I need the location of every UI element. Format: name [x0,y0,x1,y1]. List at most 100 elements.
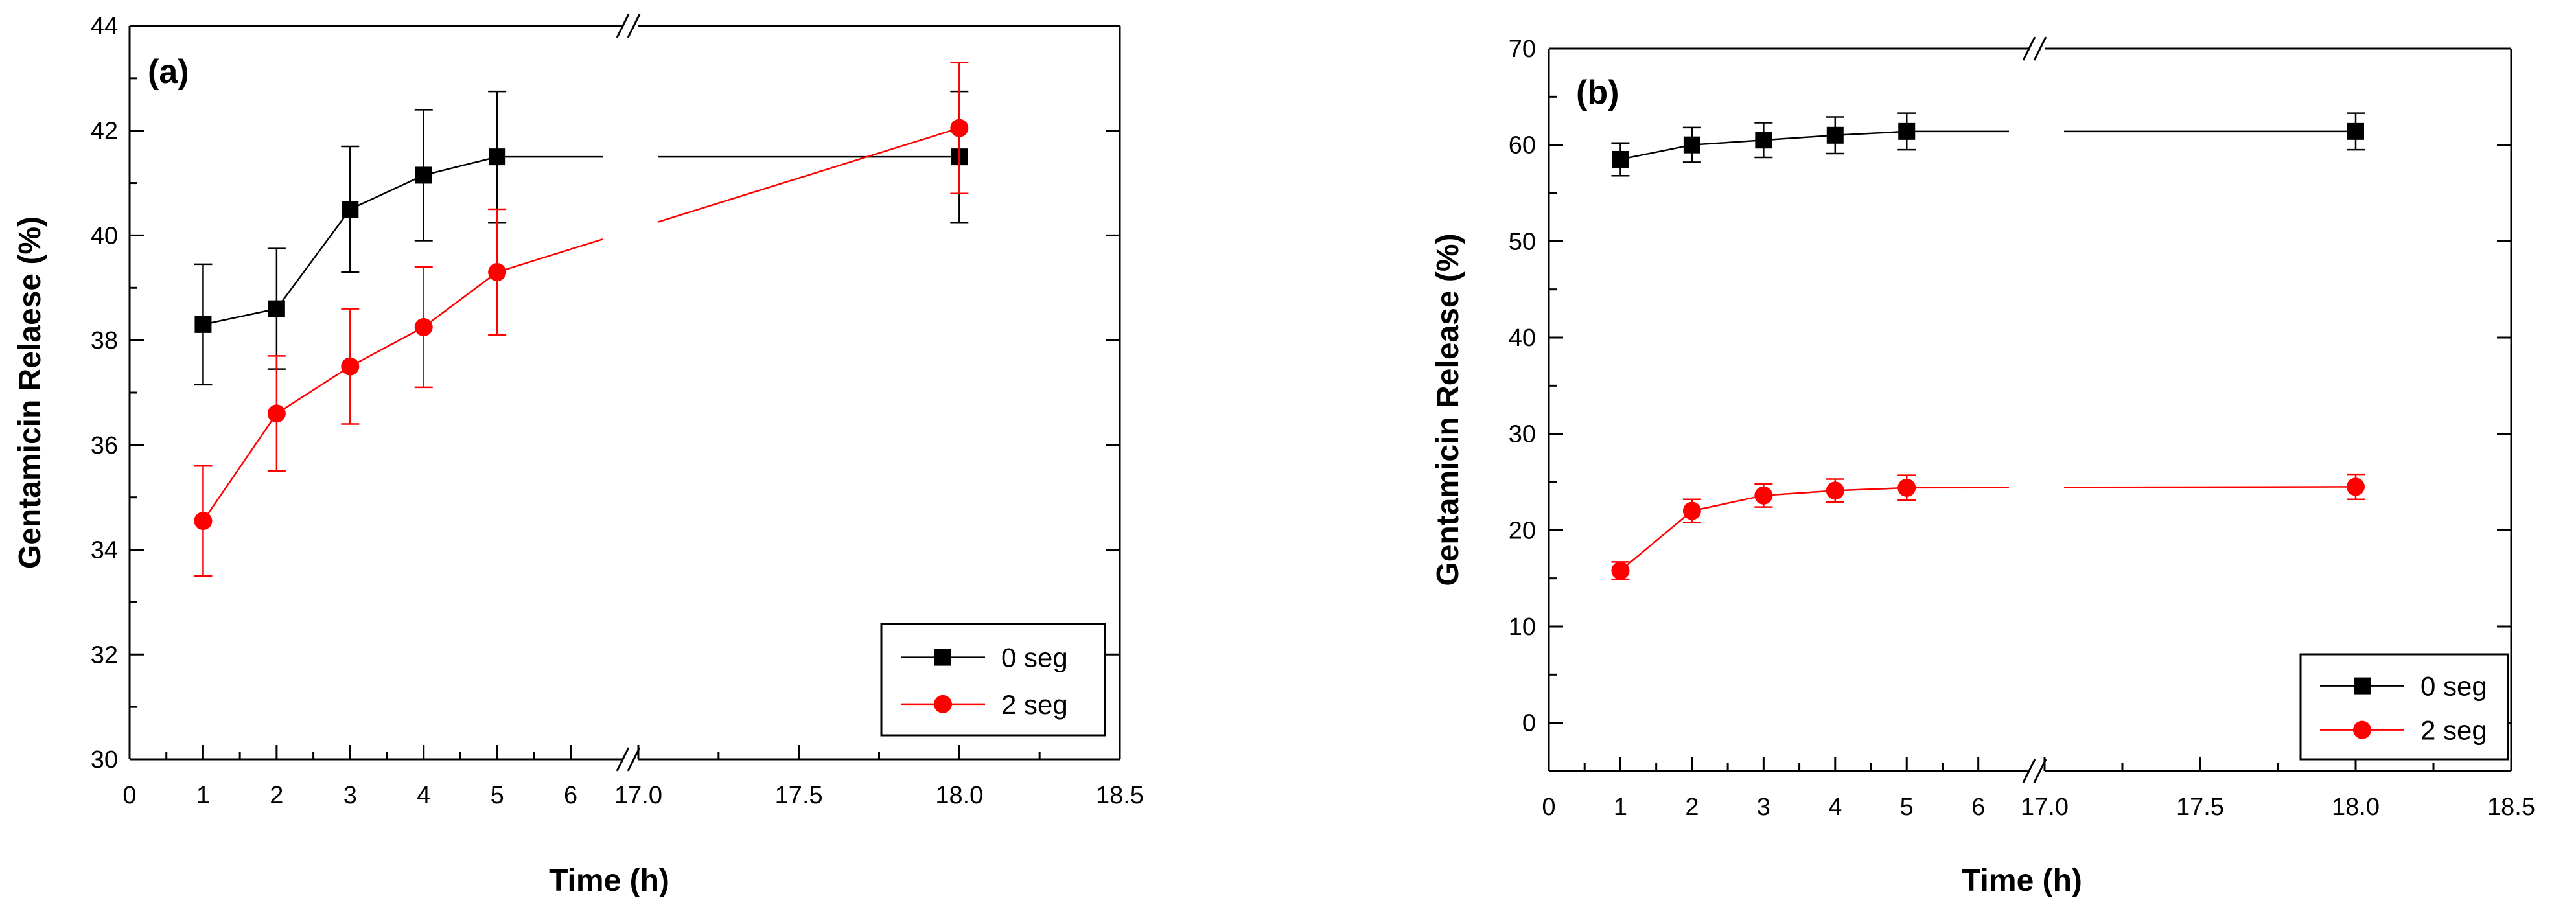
data-point-square [1755,132,1772,149]
y-tick-label: 38 [91,327,118,354]
series-line [1763,134,1835,141]
legend-box [880,623,1106,737]
y-axis-title: Gentamicin Release (%) [1431,233,1465,586]
data-point-square [342,201,359,218]
axis-break-mark [616,747,630,772]
data-point-circle [2347,477,2365,496]
x-tick-label: 17.5 [2176,794,2224,821]
data-point-circle [1897,478,1916,497]
series-line [657,127,960,223]
legend-label: 0 seg [2420,671,2487,702]
y-axis-title: Gentamicin Relaese (%) [13,216,47,569]
x-tick-label: 0 [1542,794,1555,821]
y-tick-label: 40 [1509,325,1536,352]
y-tick-label: 30 [1509,421,1536,448]
x-tick-label: 3 [343,782,357,809]
axis-break-mark [2022,36,2036,61]
legend-label: 0 seg [1001,643,1068,673]
data-point-circle [488,263,507,282]
data-point-square [1683,136,1700,154]
series-line [1835,487,1907,492]
legend-marker-square [934,649,951,666]
legend-marker-circle [934,695,952,713]
x-tick-label: 5 [491,782,504,809]
data-point-square [1898,122,1916,140]
x-tick-label: 2 [1685,794,1699,821]
series-line [349,174,424,211]
series-line [496,238,603,273]
y-tick-label: 32 [91,641,118,669]
x-tick-label: 17.5 [775,782,823,809]
data-point-square [415,166,432,184]
x-tick-label: 0 [122,782,136,809]
data-point-square [268,300,285,317]
x-tick-label: 1 [196,782,210,809]
series-line [1620,144,1693,161]
data-point-circle [267,404,286,423]
legend-label: 2 seg [1001,689,1068,720]
x-axis-title: Time (h) [1962,864,2082,898]
x-tick-label: 17.0 [614,782,662,809]
panel-label: (b) [1576,74,1619,111]
x-tick-label: 1 [1614,794,1627,821]
data-point-circle [1754,486,1773,505]
panel-b: 0 10 20 30 40 50 60 70 0 1 2 3 4 5 6 17.0 17.5 18.0 18.5 Ti… [1431,36,2535,898]
x-tick-label: 6 [564,782,577,809]
y-tick-label: 30 [91,746,118,774]
axis-break-mark [2022,759,2036,783]
x-tick-label: 5 [1900,794,1914,821]
series-line [276,365,351,415]
y-tick-label: 0 [1522,710,1536,737]
y-tick-label: 40 [91,222,118,249]
series-line [349,326,424,367]
data-point-square [1826,126,1844,144]
series-line [1691,494,1764,512]
x-tick-label: 4 [417,782,430,809]
series-line [423,271,498,328]
series-line [1619,510,1693,571]
y-tick-label: 60 [1509,132,1536,159]
x-axis-title: Time (h) [549,864,669,898]
y-tick-label: 42 [91,118,118,145]
legend-marker-circle [2353,720,2371,739]
x-tick-label: 6 [1971,794,1985,821]
x-tick-label: 18.0 [2332,794,2380,821]
x-tick-label: 18.5 [1096,782,1144,809]
axis-break-mark [616,14,630,38]
x-tick-label: 18.5 [2487,794,2535,821]
legend-marker-square [2354,677,2371,695]
y-tick-label: 44 [91,13,118,40]
x-tick-label: 3 [1757,794,1770,821]
y-tick-label: 50 [1509,228,1536,255]
series-line [1763,490,1835,497]
series-line [275,209,351,310]
data-point-circle [1682,501,1701,520]
data-point-square [1612,150,1629,168]
y-tick-label: 36 [91,432,118,459]
data-point-circle [1826,481,1844,500]
data-point-circle [341,357,360,376]
series-line [1835,130,1907,137]
x-tick-label: 4 [1828,794,1842,821]
data-point-circle [1611,561,1630,580]
x-tick-label: 17.0 [2021,794,2069,821]
series-line [202,413,277,522]
y-tick-label: 10 [1509,614,1536,641]
y-tick-label: 34 [91,537,118,564]
x-tick-label: 2 [270,782,283,809]
legend-label: 2 seg [2420,715,2487,746]
data-point-square [194,316,212,333]
series-line [423,155,498,176]
x-tick-label: 18.0 [935,782,983,809]
panel-label: (a) [148,53,189,91]
series-line [203,308,277,326]
axis-break-mark [627,14,641,38]
series-line [1691,139,1764,146]
axis-break-mark [2033,36,2047,61]
legend-box [2299,653,2509,761]
data-point-square [2347,122,2364,140]
y-tick-label: 20 [1509,517,1536,544]
data-point-square [489,148,506,166]
